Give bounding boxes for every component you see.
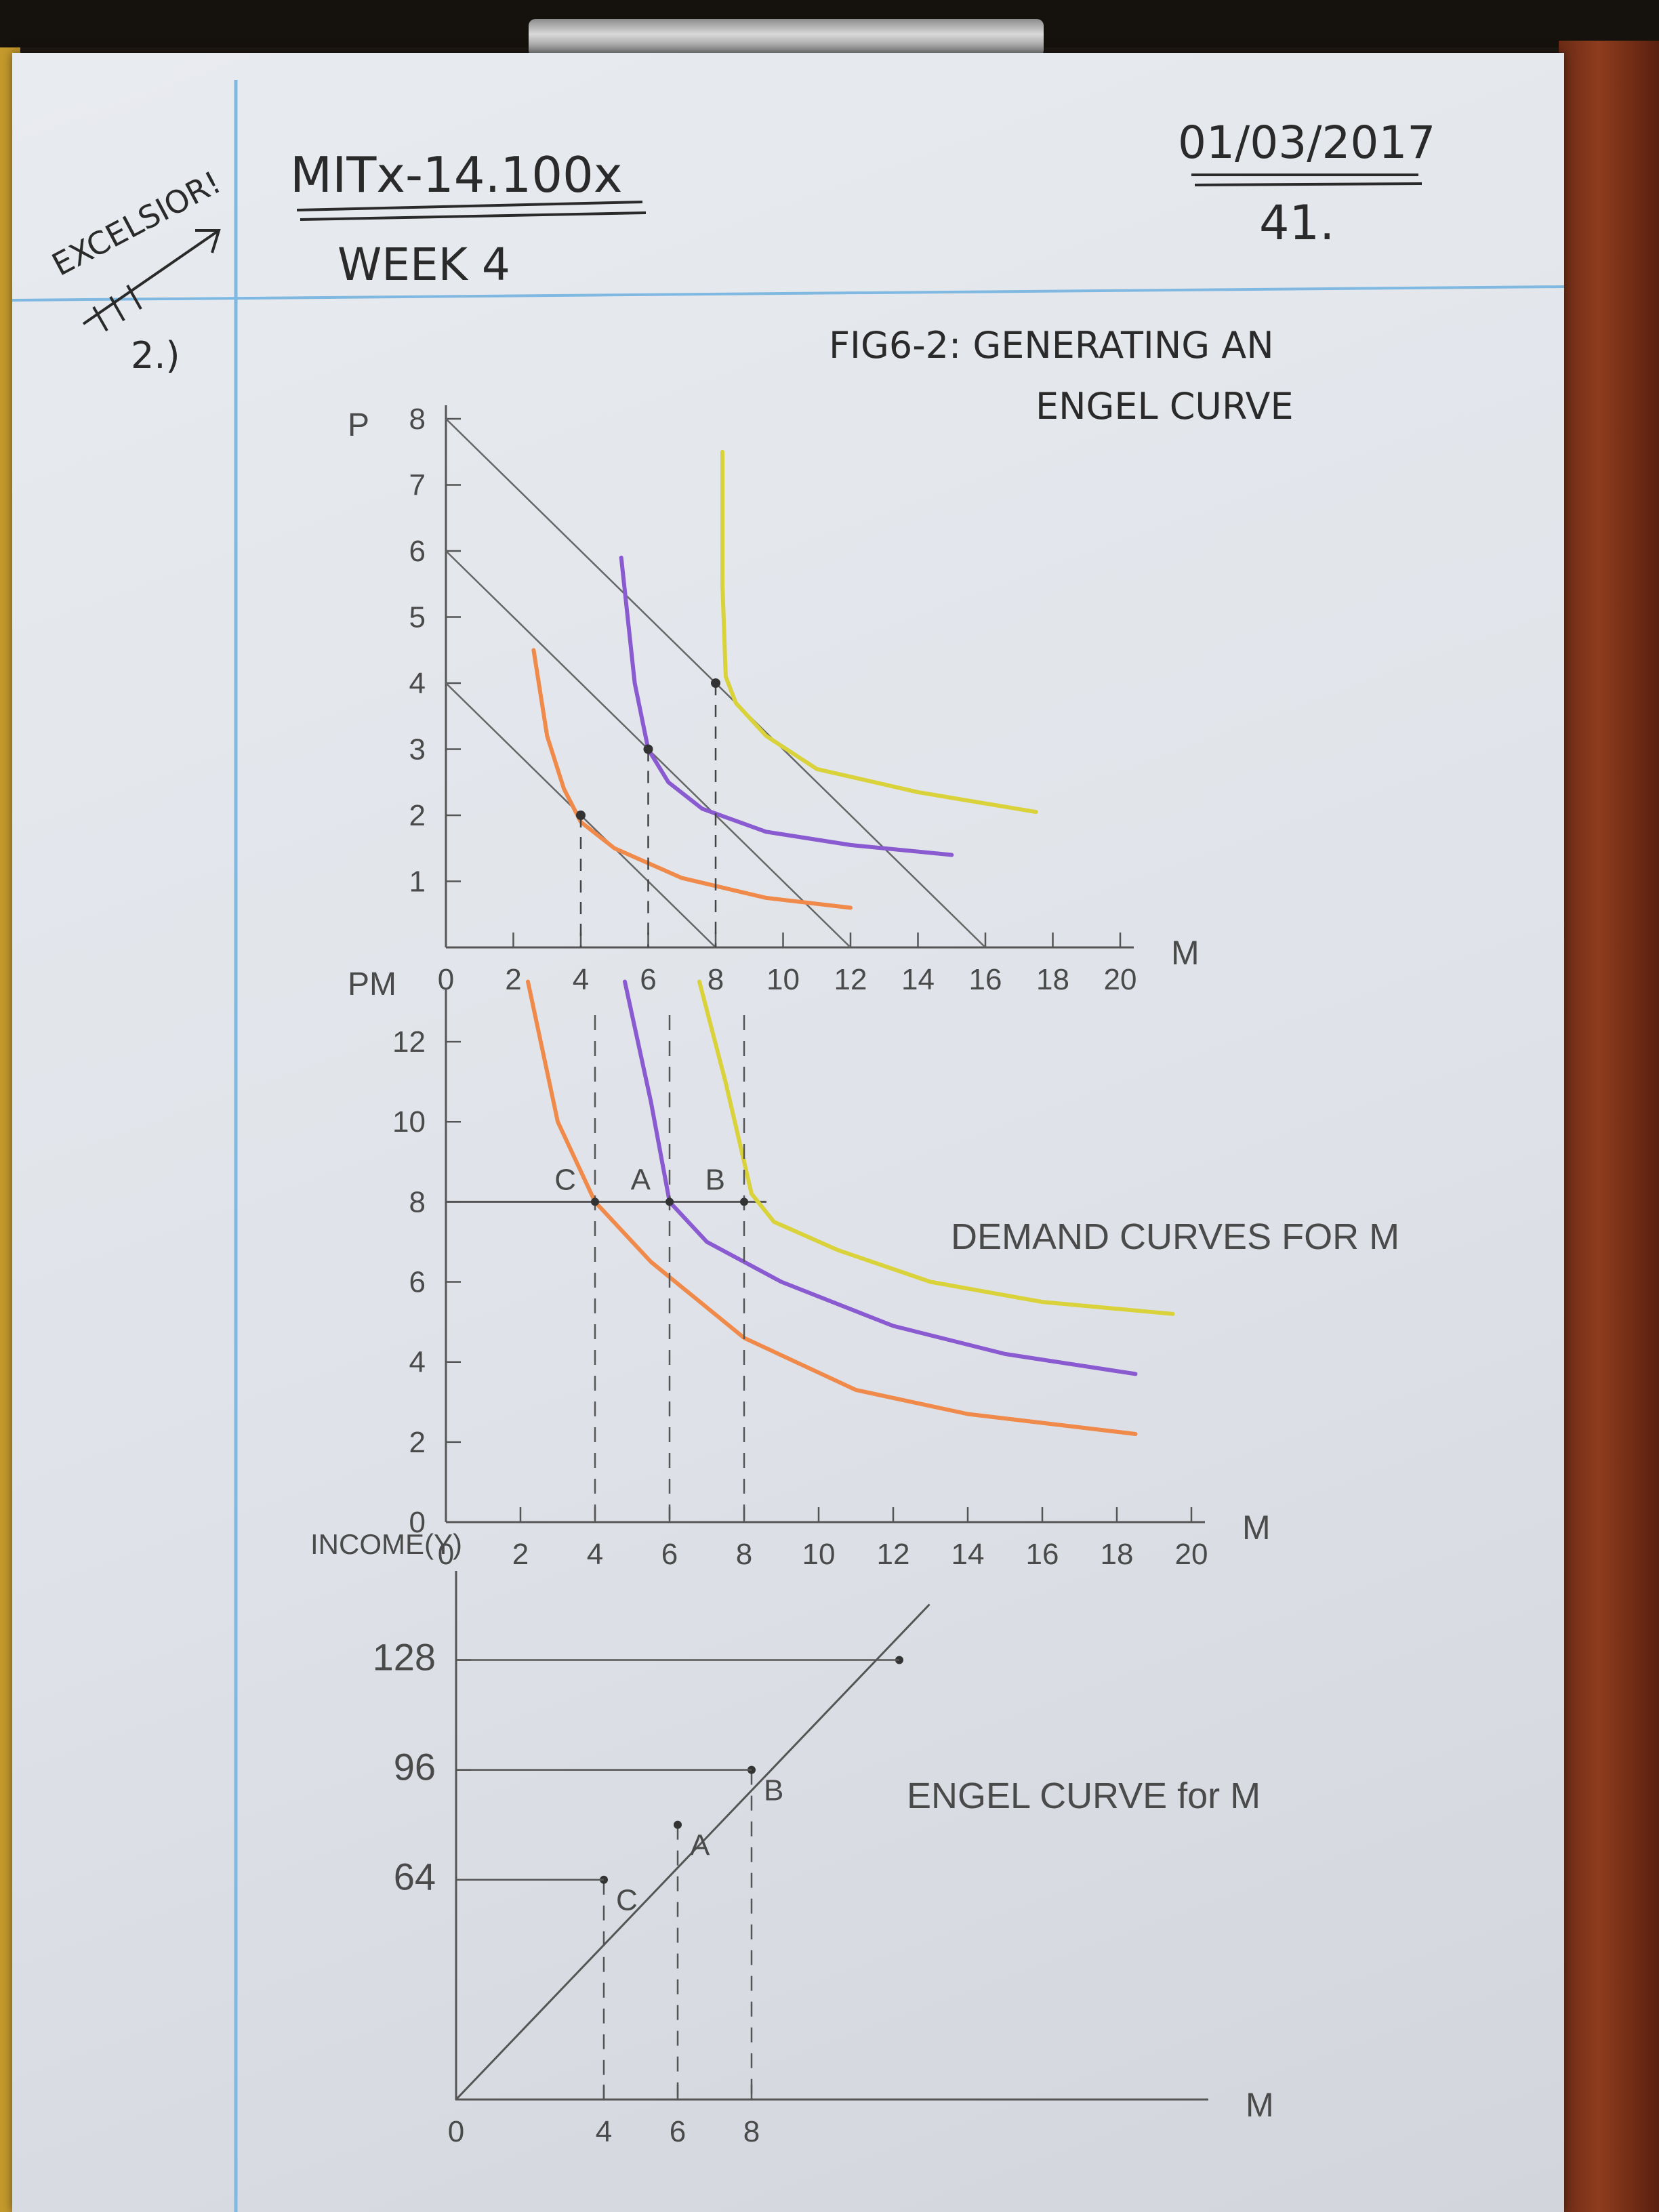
page-drawing: EXCELSIOR! MITx-14.100x WEEK 4 01/03/201… [12,80,1564,2212]
series-line-purple [623,979,1138,1376]
page-number: 41. [1259,195,1334,251]
clipboard-edge [1559,41,1659,2212]
x-tick-label: 0 [438,1538,454,1571]
y-tick-label: 2 [409,1426,426,1459]
figure-title-line2: ENGEL CURVE [1036,385,1294,428]
point-label: C [554,1163,576,1196]
course-title: MITx-14.100x [290,146,622,203]
x-tick-label: 10 [802,1538,836,1571]
week-label: WEEK 4 [337,239,510,291]
tangency-point [711,678,720,688]
problem-number: 2.) [131,334,180,377]
y-tick-label: 128 [373,1635,436,1678]
y-tick-label: 8 [409,403,426,436]
x-tick-label: 14 [901,963,935,996]
data-point [591,1197,599,1206]
figure-title-line1: FIG6-2: GENERATING AN [829,324,1274,367]
x-tick-label: 16 [1026,1538,1059,1571]
point-label: C [616,1884,638,1917]
point-label: B [764,1774,783,1807]
x-tick-label: 18 [1101,1538,1134,1571]
y-tick-label: 96 [394,1746,436,1788]
x-tick-label: 20 [1104,963,1137,996]
y-tick-label: 8 [409,1185,426,1218]
x-tick-label: 6 [640,963,656,996]
data-point [674,1820,682,1829]
notebook-page: EXCELSIOR! MITx-14.100x WEEK 4 01/03/201… [12,53,1564,2212]
series-line-purple [619,555,954,857]
x-tick-label: 4 [587,1538,603,1571]
x-tick-label: 12 [834,963,867,996]
demand-curves-chart: 0 2 4 6 8 10 12 14 16 18 20 0 2 4 6 8 10 12 M PM DEMAND CURV… [348,966,1399,1571]
series-line-orange [526,979,1138,1436]
y-tick-label: 64 [394,1856,436,1898]
y-tick-label: 12 [392,1025,426,1059]
x-tick-label: 6 [661,1538,678,1571]
data-point [665,1197,674,1206]
x-tick-label: 20 [1175,1538,1208,1571]
y-tick-label: 10 [392,1105,426,1139]
series-line-pencil [455,1603,930,2101]
y-tick-label: 5 [409,601,426,634]
tangency-point [643,744,653,754]
x-tick-label: 6 [670,2115,686,2148]
tangency-point [576,811,586,820]
y-axis-label: P [348,407,369,443]
point-label: B [705,1163,725,1196]
x-tick-label: 8 [708,963,724,996]
x-tick-label: 14 [951,1538,985,1571]
x-tick-label: 10 [766,963,800,996]
x-tick-label: 4 [596,2115,612,2148]
series-line-yellow [697,979,1175,1316]
y-tick-label: 4 [409,667,426,700]
y-axis-label: INCOME(Y) [310,1528,462,1560]
x-axis-label: M [1242,1509,1271,1547]
y-tick-label: 6 [409,1266,426,1299]
x-tick-label: 8 [736,1538,752,1571]
y-tick-label: 7 [409,469,426,502]
x-axis-label: M [1171,934,1200,972]
x-tick-label: 8 [743,2115,760,2148]
x-tick-label: 0 [448,2115,464,2148]
chart-title: DEMAND CURVES FOR M [951,1216,1399,1257]
y-tick-label: 6 [409,535,426,568]
x-tick-label: 2 [505,963,521,996]
margin-note: EXCELSIOR! [46,164,227,283]
y-tick-label: 1 [409,865,426,899]
margin-line-horizontal [12,285,1564,302]
date: 01/03/2017 [1178,117,1435,169]
x-axis-label: M [1246,2086,1274,2124]
x-tick-label: 4 [573,963,589,996]
x-tick-label: 2 [512,1538,529,1571]
clipboard-clip [529,19,1044,57]
y-axis-label: PM [348,966,396,1002]
chart-title: ENGEL CURVE for M [907,1776,1261,1816]
y-tick-label: 2 [409,799,426,832]
y-tick-label: 0 [409,1506,426,1539]
point-label: A [631,1163,651,1196]
x-tick-label: 18 [1036,963,1069,996]
x-tick-label: 12 [877,1538,910,1571]
x-tick-label: 16 [969,963,1002,996]
y-tick-label: 3 [409,733,426,766]
y-tick-label: 4 [409,1346,426,1379]
series-line-yellow [720,449,1038,815]
series-line-orange [531,648,853,910]
point-label: A [690,1829,710,1862]
arrow-icon [82,229,221,331]
data-point [740,1197,748,1206]
